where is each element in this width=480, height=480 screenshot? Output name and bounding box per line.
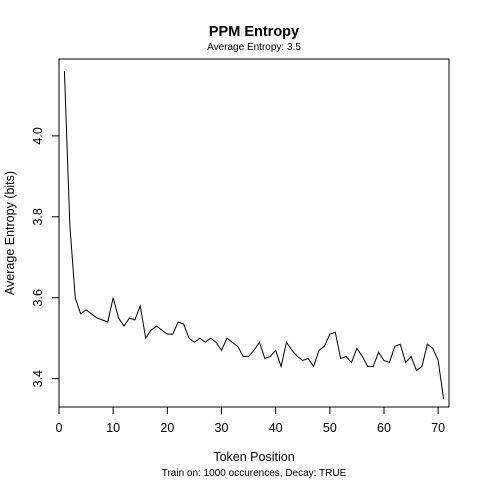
x-tick-label: 10 (106, 421, 120, 435)
x-tick-label: 60 (377, 421, 391, 435)
x-tick-label: 40 (269, 421, 283, 435)
x-tick-label: 70 (431, 421, 445, 435)
y-axis: 3.4 3.6 3.8 4.0 (31, 127, 60, 387)
y-tick-label: 4.0 (31, 127, 45, 144)
chart-footer: Train on: 1000 occurences, Decay: TRUE (162, 468, 347, 479)
y-tick-label: 3.6 (31, 289, 45, 306)
y-tick-label: 3.4 (31, 370, 45, 387)
x-axis: 0 10 20 30 40 50 60 70 (56, 406, 445, 435)
y-tick-label: 3.8 (31, 208, 45, 225)
x-axis-label: Token Position (213, 450, 294, 464)
x-tick-label: 30 (215, 421, 229, 435)
chart-title: PPM Entropy (209, 24, 299, 40)
entropy-series-line (63, 71, 445, 399)
x-tick-label: 20 (160, 421, 174, 435)
x-tick-label: 50 (323, 421, 337, 435)
chart-subtitle: Average Entropy: 3.5 (207, 42, 301, 53)
plot-frame (58, 58, 450, 408)
y-axis-label: Average Entropy (bits) (3, 171, 17, 295)
x-tick-label: 0 (56, 421, 63, 435)
